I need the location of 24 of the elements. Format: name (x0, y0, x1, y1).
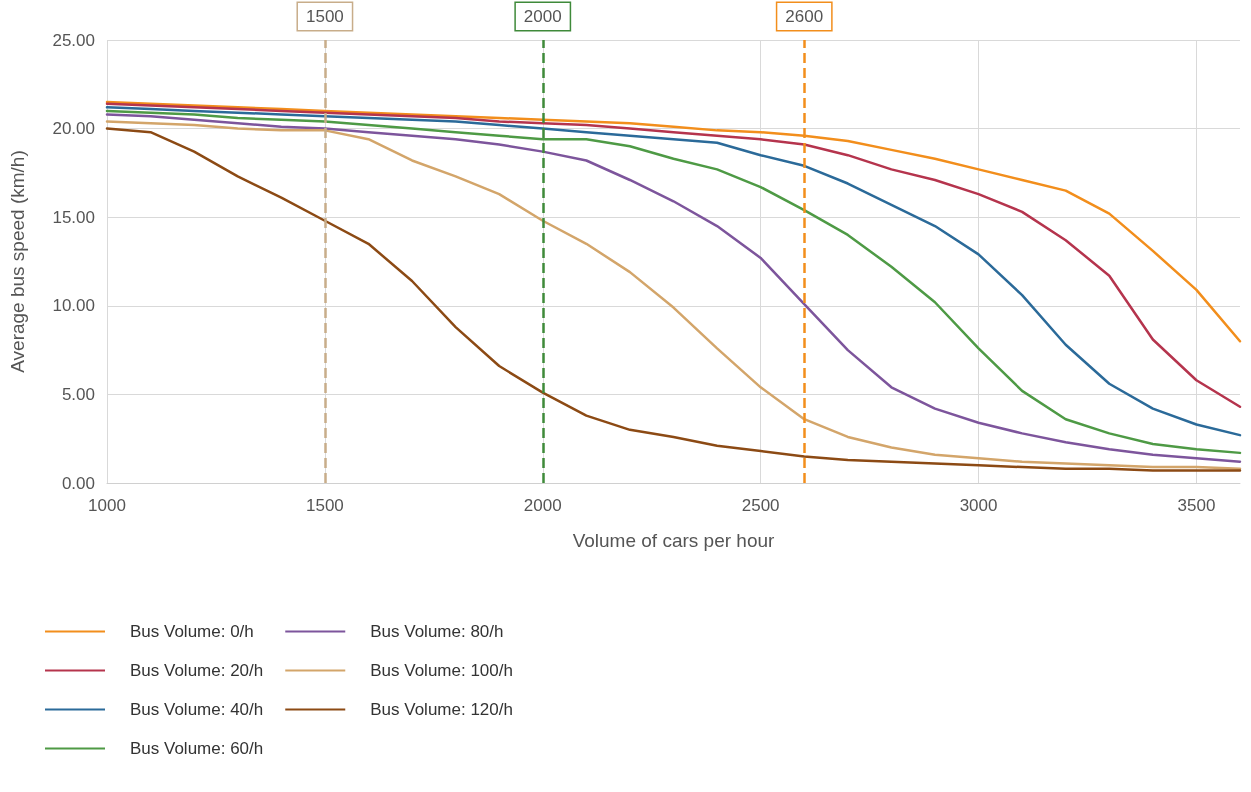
y-tick-label: 25.00 (52, 30, 95, 50)
y-tick-label: 0.00 (61, 473, 95, 493)
legend-label: Bus Volume: 120/h (370, 700, 513, 719)
ref-line-label: 2600 (785, 7, 824, 26)
y-tick-label: 20.00 (52, 119, 95, 139)
x-axis-title: Volume of cars per hour (572, 530, 776, 551)
legend-label: Bus Volume: 100/h (370, 661, 513, 680)
y-tick-label: 5.00 (61, 384, 95, 404)
legend-label: Bus Volume: 40/h (130, 700, 264, 719)
legend-label: Bus Volume: 80/h (370, 622, 504, 641)
y-tick-label: 10.00 (52, 296, 95, 316)
x-tick-label: 1500 (305, 496, 344, 515)
x-tick-label: 1000 (88, 496, 126, 515)
legend-label: Bus Volume: 20/h (130, 661, 264, 680)
x-tick-label: 3500 (1177, 496, 1216, 515)
x-tick-label: 3000 (959, 496, 998, 515)
legend-label: Bus Volume: 0/h (130, 622, 254, 641)
y-tick-label: 15.00 (52, 207, 95, 227)
x-tick-label: 2500 (741, 496, 780, 515)
x-tick-label: 2000 (523, 496, 562, 515)
y-axis-title: Average bus speed (km/h) (7, 150, 28, 373)
ref-line-label: 1500 (305, 7, 344, 26)
legend-label: Bus Volume: 60/h (130, 739, 264, 758)
ref-line-label: 2000 (523, 7, 562, 26)
